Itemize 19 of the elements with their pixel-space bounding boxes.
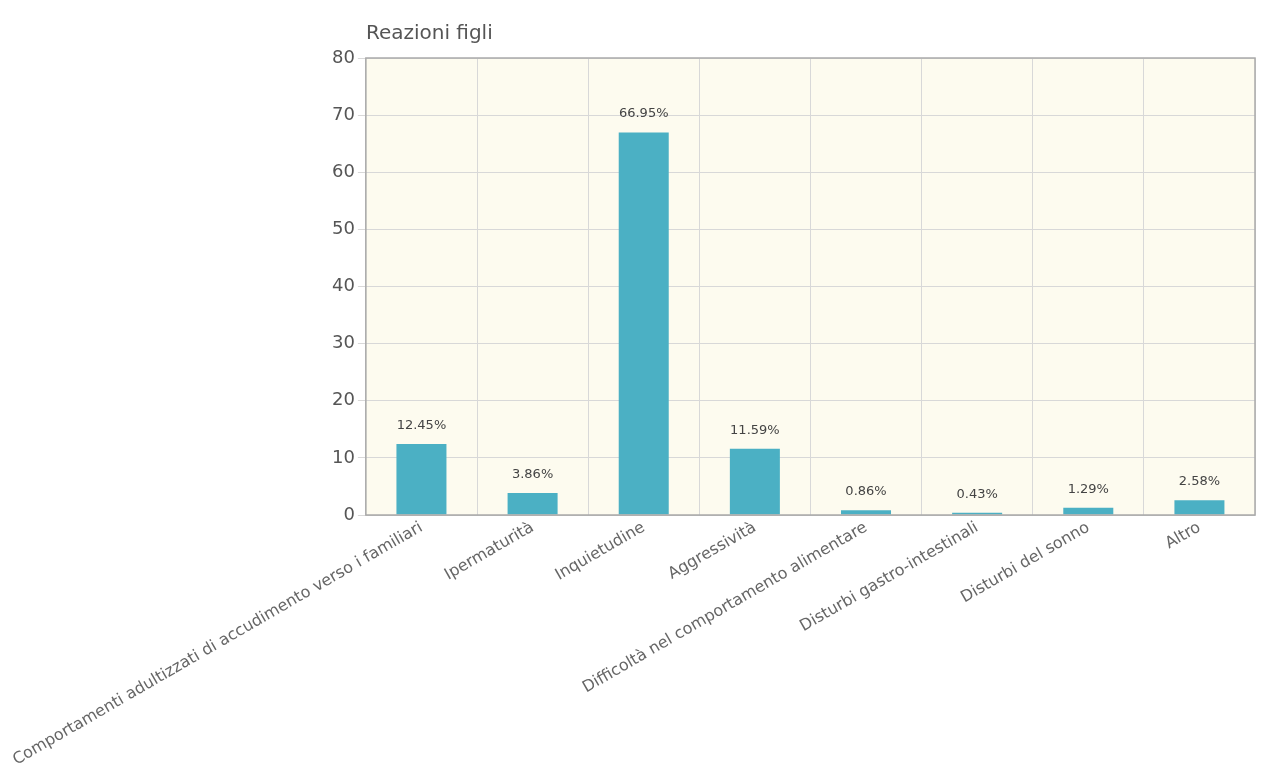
data-label: 11.59% [730,421,780,437]
y-tick-label: 70 [331,102,355,124]
data-label: 0.43% [956,485,998,501]
y-tick-label: 50 [331,217,355,239]
y-tick-label: 80 [331,45,355,67]
data-label: 1.29% [1067,480,1109,496]
y-tick-label: 40 [331,274,355,296]
chart-title: Reazioni figli [365,20,493,45]
data-label: 66.95% [618,105,669,121]
y-tick-label: 0 [343,502,355,524]
data-label: 2.58% [1178,473,1221,489]
y-tick-label: 30 [331,331,355,353]
x-tick-label: Altro [1161,517,1204,553]
y-tick-label: 10 [331,445,355,467]
data-label: 3.86% [511,465,554,481]
data-label: 0.86% [845,483,887,499]
data-label: 12.45% [396,416,447,432]
y-tick-label: 60 [331,159,355,181]
y-tick-label: 20 [331,388,355,410]
